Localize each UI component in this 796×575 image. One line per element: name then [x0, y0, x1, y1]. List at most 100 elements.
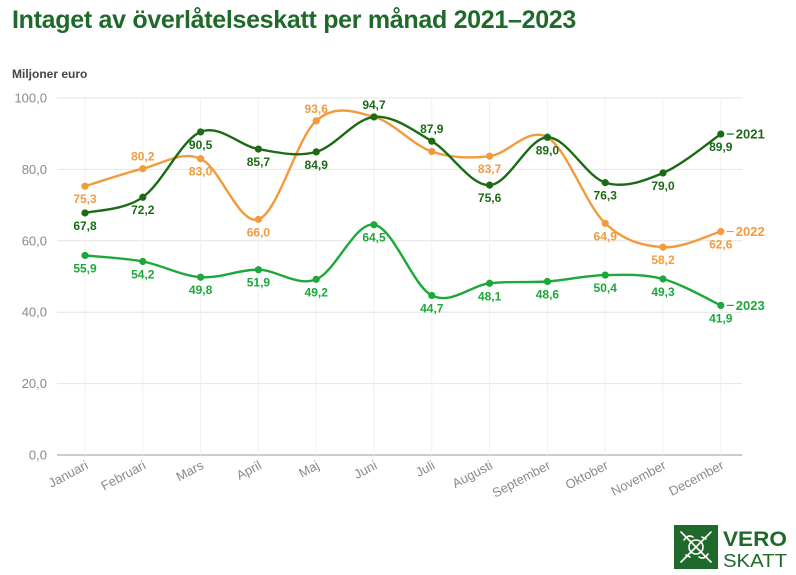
data-point-2023 [81, 251, 89, 260]
y-tick-label: 80,0 [22, 162, 47, 177]
data-label: 62,6 [709, 238, 733, 252]
y-tick-label: 100,0 [14, 91, 47, 106]
data-point-2022 [254, 215, 262, 223]
x-tick-label: Juli [413, 457, 437, 479]
data-point-2022 [197, 155, 205, 163]
data-label: 58,2 [651, 253, 675, 267]
series-name-label: 2023 [736, 298, 765, 313]
data-point-2022 [81, 182, 89, 190]
data-label: 48,6 [536, 287, 560, 301]
series-2021 [81, 113, 725, 217]
data-label: 64,9 [594, 229, 618, 243]
y-tick-label: 0,0 [29, 448, 47, 463]
data-label: 80,2 [131, 150, 155, 164]
data-point-2021 [370, 113, 378, 121]
data-label: 67,8 [73, 219, 97, 233]
data-label: 83,7 [478, 162, 502, 176]
data-point-2022 [428, 147, 436, 156]
series-line-2022 [84, 109, 722, 249]
data-label: 66,0 [247, 225, 271, 239]
data-point-2021 [659, 169, 667, 177]
data-point-2021 [254, 145, 262, 153]
data-label: 41,9 [709, 311, 733, 325]
data-point-2021 [543, 133, 552, 141]
data-label: 76,3 [594, 189, 618, 203]
x-tick-label: November [608, 457, 669, 499]
data-labels-2022: 75,3 80,2 83,0 66,0 93,6 83,7 64,9 58,2 62,6 [73, 102, 732, 267]
y-tick-label: 20,0 [22, 376, 47, 391]
x-axis-ticks: Januari Februari Mars April Maj Juni Juli Augus… [46, 457, 727, 500]
data-point-2022 [139, 165, 147, 173]
data-point-2021 [139, 193, 147, 201]
data-point-2023 [139, 257, 147, 266]
data-label: 72,2 [131, 203, 155, 217]
data-point-2023 [659, 275, 667, 283]
y-tick-label: 40,0 [22, 305, 47, 320]
data-point-2022 [601, 219, 609, 227]
data-label: 89,0 [536, 143, 560, 157]
x-tick-label: April [234, 457, 264, 483]
data-point-2023 [254, 266, 262, 274]
x-tick-label: Februari [98, 457, 148, 493]
data-label: 93,6 [305, 102, 329, 116]
vero-skatt-logo: VERO SKATT [674, 525, 787, 569]
data-point-2023 [370, 221, 378, 229]
data-label: 51,9 [247, 276, 271, 290]
data-label: 64,5 [362, 231, 386, 245]
x-tick-label: Oktober [563, 457, 611, 492]
y-gridlines [57, 97, 742, 456]
data-point-2022 [717, 227, 725, 236]
x-tick-label: December [666, 457, 727, 499]
data-point-2023 [486, 279, 494, 287]
y-tick-label: 60,0 [22, 233, 47, 248]
data-label: 44,7 [420, 301, 444, 315]
data-label: 49,3 [651, 285, 675, 299]
data-point-2021 [197, 128, 205, 136]
x-tick-label: Januari [46, 457, 91, 490]
data-point-2023 [601, 271, 609, 279]
logo-text-skatt: SKATT [723, 551, 787, 569]
data-label: 48,1 [478, 289, 502, 303]
x-tick-label: Juni [351, 457, 379, 481]
data-point-2021 [717, 130, 725, 138]
data-labels-2021: 67,8 72,2 90,5 85,7 84,9 94,7 87,9 75,6 89,0 76,3… [73, 98, 732, 233]
data-label: 50,4 [594, 281, 618, 295]
x-tick-label: Augusti [450, 457, 495, 491]
series-end-labels: 2021 2022 2023 [726, 127, 765, 313]
data-label: 94,7 [362, 98, 386, 112]
data-point-2022 [659, 243, 667, 251]
data-label: 84,9 [305, 158, 329, 172]
data-labels-2023: 55,9 54,2 49,8 51,9 49,2 64,5 44,7 48,1 48,6 50,4… [73, 231, 732, 326]
y-axis-unit-label: Miljoner euro [12, 67, 88, 81]
x-tick-label: September [490, 457, 554, 500]
data-point-2023 [428, 291, 436, 300]
data-label: 49,2 [305, 285, 329, 299]
series-name-label: 2021 [736, 127, 765, 142]
data-label: 85,7 [247, 155, 271, 169]
data-point-2021 [81, 209, 89, 217]
data-point-2023 [543, 277, 552, 286]
data-point-2022 [312, 117, 320, 125]
data-label: 89,9 [709, 140, 733, 154]
data-label: 75,6 [478, 191, 502, 205]
data-label: 75,3 [73, 192, 97, 206]
data-point-2023 [197, 273, 205, 281]
data-point-2023 [312, 275, 320, 283]
data-label: 90,5 [189, 138, 213, 152]
data-label: 83,0 [189, 165, 213, 179]
series-line-2021 [84, 115, 722, 215]
data-label: 49,8 [189, 283, 213, 297]
logo-text-vero: VERO [723, 528, 787, 551]
data-point-2022 [486, 152, 494, 160]
data-label: 87,9 [420, 122, 444, 136]
data-label: 55,9 [73, 261, 97, 275]
series-2023 [81, 221, 725, 310]
data-point-2021 [312, 148, 320, 156]
series-2022 [81, 109, 725, 251]
x-tick-label: Mars [173, 457, 206, 484]
x-tick-label: Maj [296, 457, 322, 480]
data-point-2023 [717, 301, 725, 310]
data-point-2021 [486, 181, 494, 189]
chart-title: Intaget av överlåtelseskatt per månad 20… [12, 6, 577, 34]
